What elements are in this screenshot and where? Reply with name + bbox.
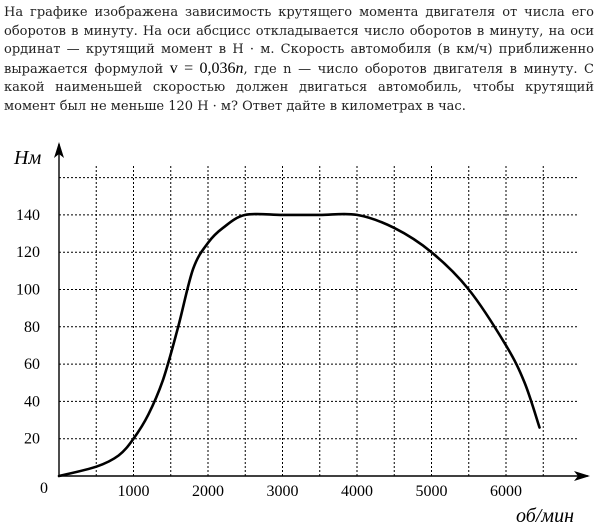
torque-curve xyxy=(57,212,541,478)
chart-ticks: 1000 2000 3000 4000 5000 6000 20 40 60 80 100 120 14… xyxy=(16,207,522,500)
chart-grid xyxy=(59,166,577,476)
y-tick-label: 40 xyxy=(24,393,40,410)
y-tick-label: 120 xyxy=(16,244,40,261)
y-tick-label: 80 xyxy=(24,319,40,336)
y-tick-label: 140 xyxy=(16,207,40,224)
y-tick-label: 100 xyxy=(16,282,40,299)
x-tick-label: 3000 xyxy=(267,483,299,500)
formula-lhs: v = 0,036 xyxy=(169,59,236,77)
y-axis-arrow xyxy=(54,142,64,158)
x-tick-label: 6000 xyxy=(490,483,522,500)
speed-formula: v = 0,036n xyxy=(170,60,244,77)
problem-text: На графике изображена зависимость крутящ… xyxy=(4,4,594,117)
x-tick-label: 1000 xyxy=(118,483,150,500)
y-tick-label: 20 xyxy=(24,431,40,448)
problem-text-after: , где n — число оборотов двигателя в мин… xyxy=(4,61,594,114)
x-tick-label: 4000 xyxy=(341,483,373,500)
problem-text-before: На графике изображена зависимость крутящ… xyxy=(4,5,594,77)
x-axis-label: об/мин xyxy=(516,505,574,527)
chart-axes xyxy=(54,142,590,481)
origin-label: 0 xyxy=(40,480,48,497)
y-axis-label: Нм xyxy=(13,147,41,169)
x-tick-label: 2000 xyxy=(192,483,224,500)
y-tick-label: 60 xyxy=(24,356,40,373)
x-tick-label: 5000 xyxy=(416,483,448,500)
torque-chart: 1000 2000 3000 4000 5000 6000 20 40 60 80 100 120 14… xyxy=(13,142,590,527)
x-axis-arrow xyxy=(574,471,590,481)
formula-variable: n xyxy=(235,59,244,77)
